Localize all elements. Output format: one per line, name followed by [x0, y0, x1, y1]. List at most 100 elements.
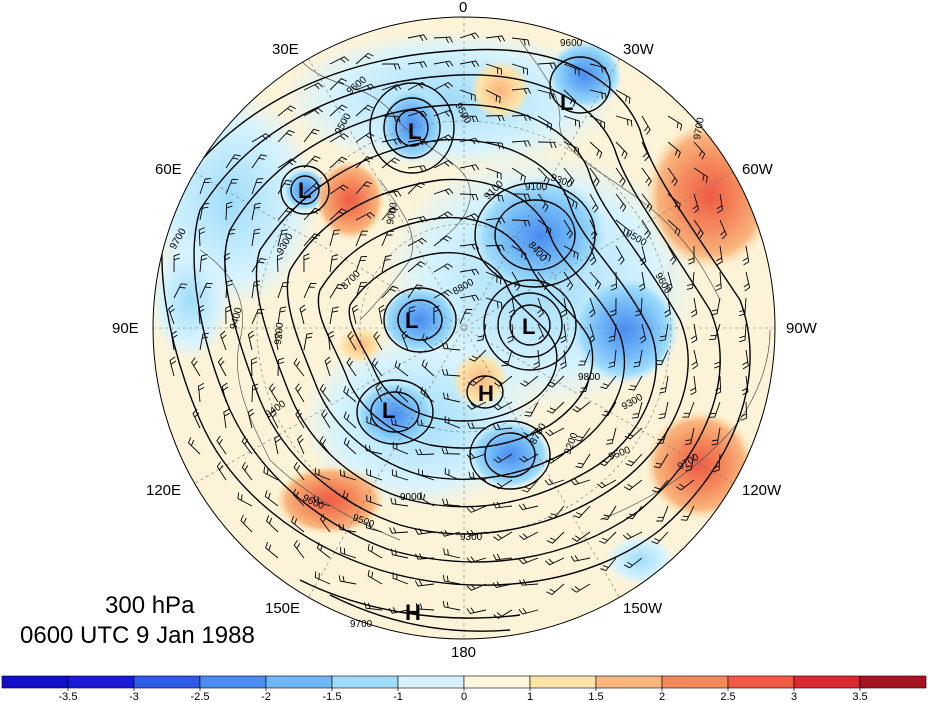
wind-barb [588, 323, 596, 344]
wind-barb [241, 435, 253, 455]
wind-barb [343, 437, 357, 455]
wind-barb [655, 349, 669, 366]
height-contours [161, 48, 751, 632]
wind-barb [265, 541, 279, 559]
wind-barb [667, 167, 678, 187]
colorbar-tick-label: 1 [527, 691, 533, 702]
map-title-time: 0600 UTC 9 Jan 1988 [20, 622, 255, 649]
colorbar-box [529, 675, 597, 689]
wind-barb [693, 167, 708, 183]
wind-barb [589, 63, 607, 74]
wind-barb [485, 115, 505, 122]
wind-barb [355, 83, 376, 91]
wind-barb [442, 574, 461, 585]
wind-barb [251, 258, 267, 273]
wind-barb [329, 208, 348, 221]
wind-barb [466, 529, 487, 537]
wind-barb [537, 245, 552, 262]
wind-barb [715, 271, 722, 291]
colorbar: -3.5 -3 -2.5 -2 -1.5 -1 0 1 1.5 2 2.5 3 3.5 [1, 675, 927, 702]
wind-barb [544, 557, 565, 566]
wind-barb [303, 233, 321, 247]
wind-barb [742, 349, 749, 370]
wind-barb [171, 330, 178, 351]
wind-barb [518, 557, 539, 565]
wind-barb [407, 216, 428, 223]
wind-barb [225, 305, 232, 325]
wind-barb [468, 349, 487, 362]
wind-barb [459, 243, 480, 251]
wind-barb [685, 453, 695, 472]
lon-label-60e: 60E [155, 161, 182, 178]
wind-barb [264, 490, 279, 507]
pressure-centers: L L L L L L H H [298, 90, 573, 625]
wind-barb [519, 453, 539, 463]
colorbar-tick-label: -3.5 [59, 691, 78, 702]
wind-barb [343, 411, 357, 429]
wind-barb [388, 607, 409, 614]
wind-barb [433, 60, 454, 68]
wind-barb [537, 193, 549, 212]
wind-barb [415, 553, 435, 560]
wind-barb [274, 434, 281, 455]
wind-barb [407, 81, 427, 91]
wind-barb [173, 253, 180, 273]
wind-barb [560, 323, 567, 344]
wind-barb [381, 255, 392, 273]
wind-barb [511, 219, 531, 227]
wind-barb [277, 207, 295, 221]
wind-barb [221, 382, 229, 403]
wind-barb [492, 553, 513, 561]
wind-barb [292, 488, 305, 507]
wind-barb [571, 531, 591, 542]
wind-barb [494, 375, 513, 387]
wind-barb [518, 503, 539, 511]
wind-barb [563, 193, 578, 209]
wind-barb [511, 63, 529, 75]
wind-barb [690, 323, 698, 344]
wind-barb [381, 138, 402, 145]
wind-barb [468, 471, 487, 481]
wind-barb [381, 230, 395, 247]
wind-barb [198, 304, 205, 325]
wind-barb [615, 115, 633, 127]
wind-barb [545, 427, 565, 437]
wind-barb [600, 557, 617, 572]
wind-barb [511, 140, 531, 147]
colorbar-box [265, 675, 333, 689]
wind-barb [641, 167, 652, 187]
wind-barb [251, 383, 259, 403]
wind-barb [589, 167, 600, 187]
colorbar-box [67, 675, 135, 689]
wind-barb [477, 323, 487, 342]
wind-barb [485, 297, 503, 309]
wind-barb [599, 531, 617, 544]
wind-barb [610, 297, 617, 317]
wind-barb [299, 304, 307, 325]
wind-barb [237, 492, 253, 507]
wind-barb [173, 283, 188, 299]
wind-barb [329, 56, 350, 65]
wind-barb [459, 308, 473, 325]
wind-barb [247, 330, 255, 351]
wind-barb [277, 179, 293, 195]
wind-barb [433, 36, 453, 43]
wind-barb [293, 539, 305, 559]
wind-barb [563, 115, 580, 128]
wind-barb [666, 271, 673, 292]
wind-barb [511, 245, 527, 260]
wind-barb [739, 323, 747, 343]
wind-barb [187, 437, 201, 455]
wind-barb [641, 115, 651, 135]
wind-barb [741, 375, 749, 396]
wind-barb [608, 323, 617, 342]
wind-barb [537, 141, 557, 149]
wind-barb [492, 581, 513, 589]
wind-barb [419, 491, 435, 507]
wind-barb [485, 63, 503, 75]
wind-barb [459, 268, 480, 276]
low-center: L [560, 90, 573, 115]
wind-barb [418, 468, 435, 481]
wind-barb [366, 416, 383, 429]
